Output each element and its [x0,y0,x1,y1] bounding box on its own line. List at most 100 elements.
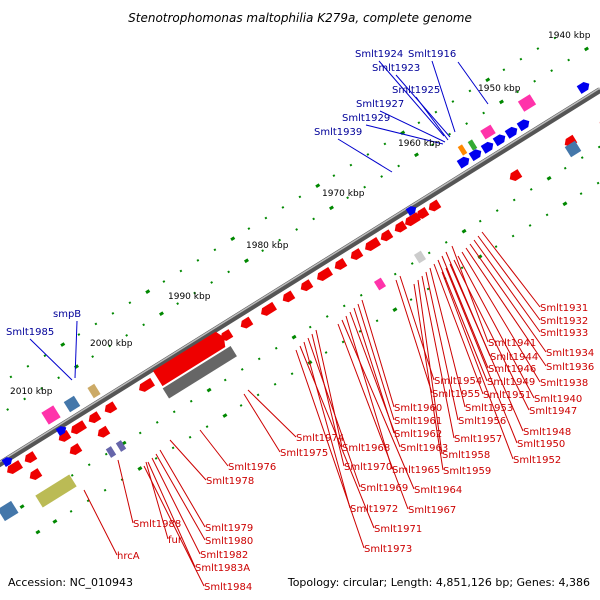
scale-tick [502,68,506,72]
scale-tick [366,153,370,156]
kbp-marker-label: 1940 kbp [548,31,591,41]
scale-tick [240,368,244,371]
misc-feature-box [467,139,478,151]
gene-label-reverse: Smlt1962 [394,429,442,440]
leader-line [431,60,456,133]
scale-tick [545,213,549,217]
gene-label-reverse: Smlt1968 [342,443,390,454]
gene-label-reverse: Smlt1950 [517,439,565,450]
gene-label-reverse: Smlt1944 [490,352,538,363]
gene-label-forward: Smlt1923 [372,63,420,74]
forward-gene-arrow [492,134,506,147]
scale-tick [380,175,384,178]
leader-line [433,263,484,395]
leader-line [337,138,393,173]
gene-label-reverse: Smlt1964 [414,485,462,496]
scale-tick [205,425,209,429]
leader-line [413,283,444,471]
scale-tick [358,329,362,333]
leader-line [449,263,524,432]
misc-feature-box [457,144,468,156]
gene-label-reverse: Smlt1947 [529,406,577,417]
gene-label-reverse: Smlt1956 [458,416,506,427]
tick-layer [6,36,600,535]
reverse-gene-arrow [334,258,348,270]
scale-tick [94,322,98,326]
gene-label-reverse: Smlt1961 [394,416,442,427]
reverse-gene-arrow [394,220,408,233]
gene-label-reverse: Smlt1974 [296,433,344,444]
leader-line [437,259,488,382]
leader-line [451,245,489,343]
leader-line [421,275,455,439]
scale-tick [410,262,414,265]
scale-tick [210,281,214,284]
scale-tick [550,69,554,73]
scale-tick [26,364,30,368]
gene-label-forward: Smlt1916 [408,49,456,60]
gene-label-forward: Smlt1927 [356,99,404,110]
leader-line [169,439,207,481]
reverse-gene-arrow [261,301,277,316]
scale-tick [291,334,297,340]
leader-line [155,453,206,541]
scale-tick [69,510,73,513]
leader-line [361,299,395,408]
leader-line [74,320,78,379]
gene-label-reverse: hrcA [117,551,140,562]
gene-label-reverse: Smlt1973 [364,544,412,555]
scale-tick [451,100,455,103]
leader-line [151,457,201,555]
scale-tick [179,269,183,273]
scale-tick [375,319,379,323]
gene-label-reverse: Smlt1988 [133,519,181,530]
scale-tick [108,344,112,348]
scale-tick [264,216,268,220]
gene-label-reverse: Smlt1960 [394,403,442,414]
leader-line [243,393,281,453]
scale-tick [290,372,294,376]
scale-tick [257,357,261,361]
gene-label-forward: Smlt1939 [314,127,362,138]
gene-label-reverse: Smlt1954 [434,376,482,387]
scale-tick [431,143,435,147]
scale-tick [172,410,176,414]
scale-tick [193,291,197,295]
gene-label-reverse: Smlt1948 [523,427,571,438]
reverse-gene-arrow [282,290,296,303]
reverse-gene-arrow [97,425,111,438]
forward-gene-arrow [480,141,494,154]
leader-line [465,247,547,367]
scale-tick [227,270,231,274]
scale-tick [478,219,482,223]
gene-label-reverse: Smlt1984 [204,582,252,593]
genome-backbone-highlight [0,87,600,463]
scale-tick [137,466,143,471]
forward-gene-arrow [1,457,13,468]
reverse-gene-arrow [509,169,523,181]
leader-line [457,255,535,399]
kbp-marker-label: 2010 kbp [10,387,53,397]
reverse-gene-arrow [365,237,381,252]
leader-line [159,449,206,528]
scale-tick [315,183,321,189]
rna-feature-box [373,277,387,291]
leader-line [117,459,134,524]
rna-feature-box [517,94,537,112]
gene-label-reverse: Smlt1970 [344,462,392,473]
leader-line [481,231,541,308]
leader-line [417,279,443,455]
scale-tick [579,192,583,196]
scale-tick [298,195,302,199]
leader-line [357,303,395,421]
scale-tick [128,301,132,305]
scale-tick [461,228,467,234]
kbp-marker-label: 1960 kbp [398,139,441,149]
scale-tick [261,249,265,253]
forward-gene-arrow [55,426,67,437]
scale-tick [256,393,260,397]
scale-tick [477,254,483,260]
gene-label-reverse: Smlt1982 [200,550,248,561]
misc-feature-box [35,474,77,508]
